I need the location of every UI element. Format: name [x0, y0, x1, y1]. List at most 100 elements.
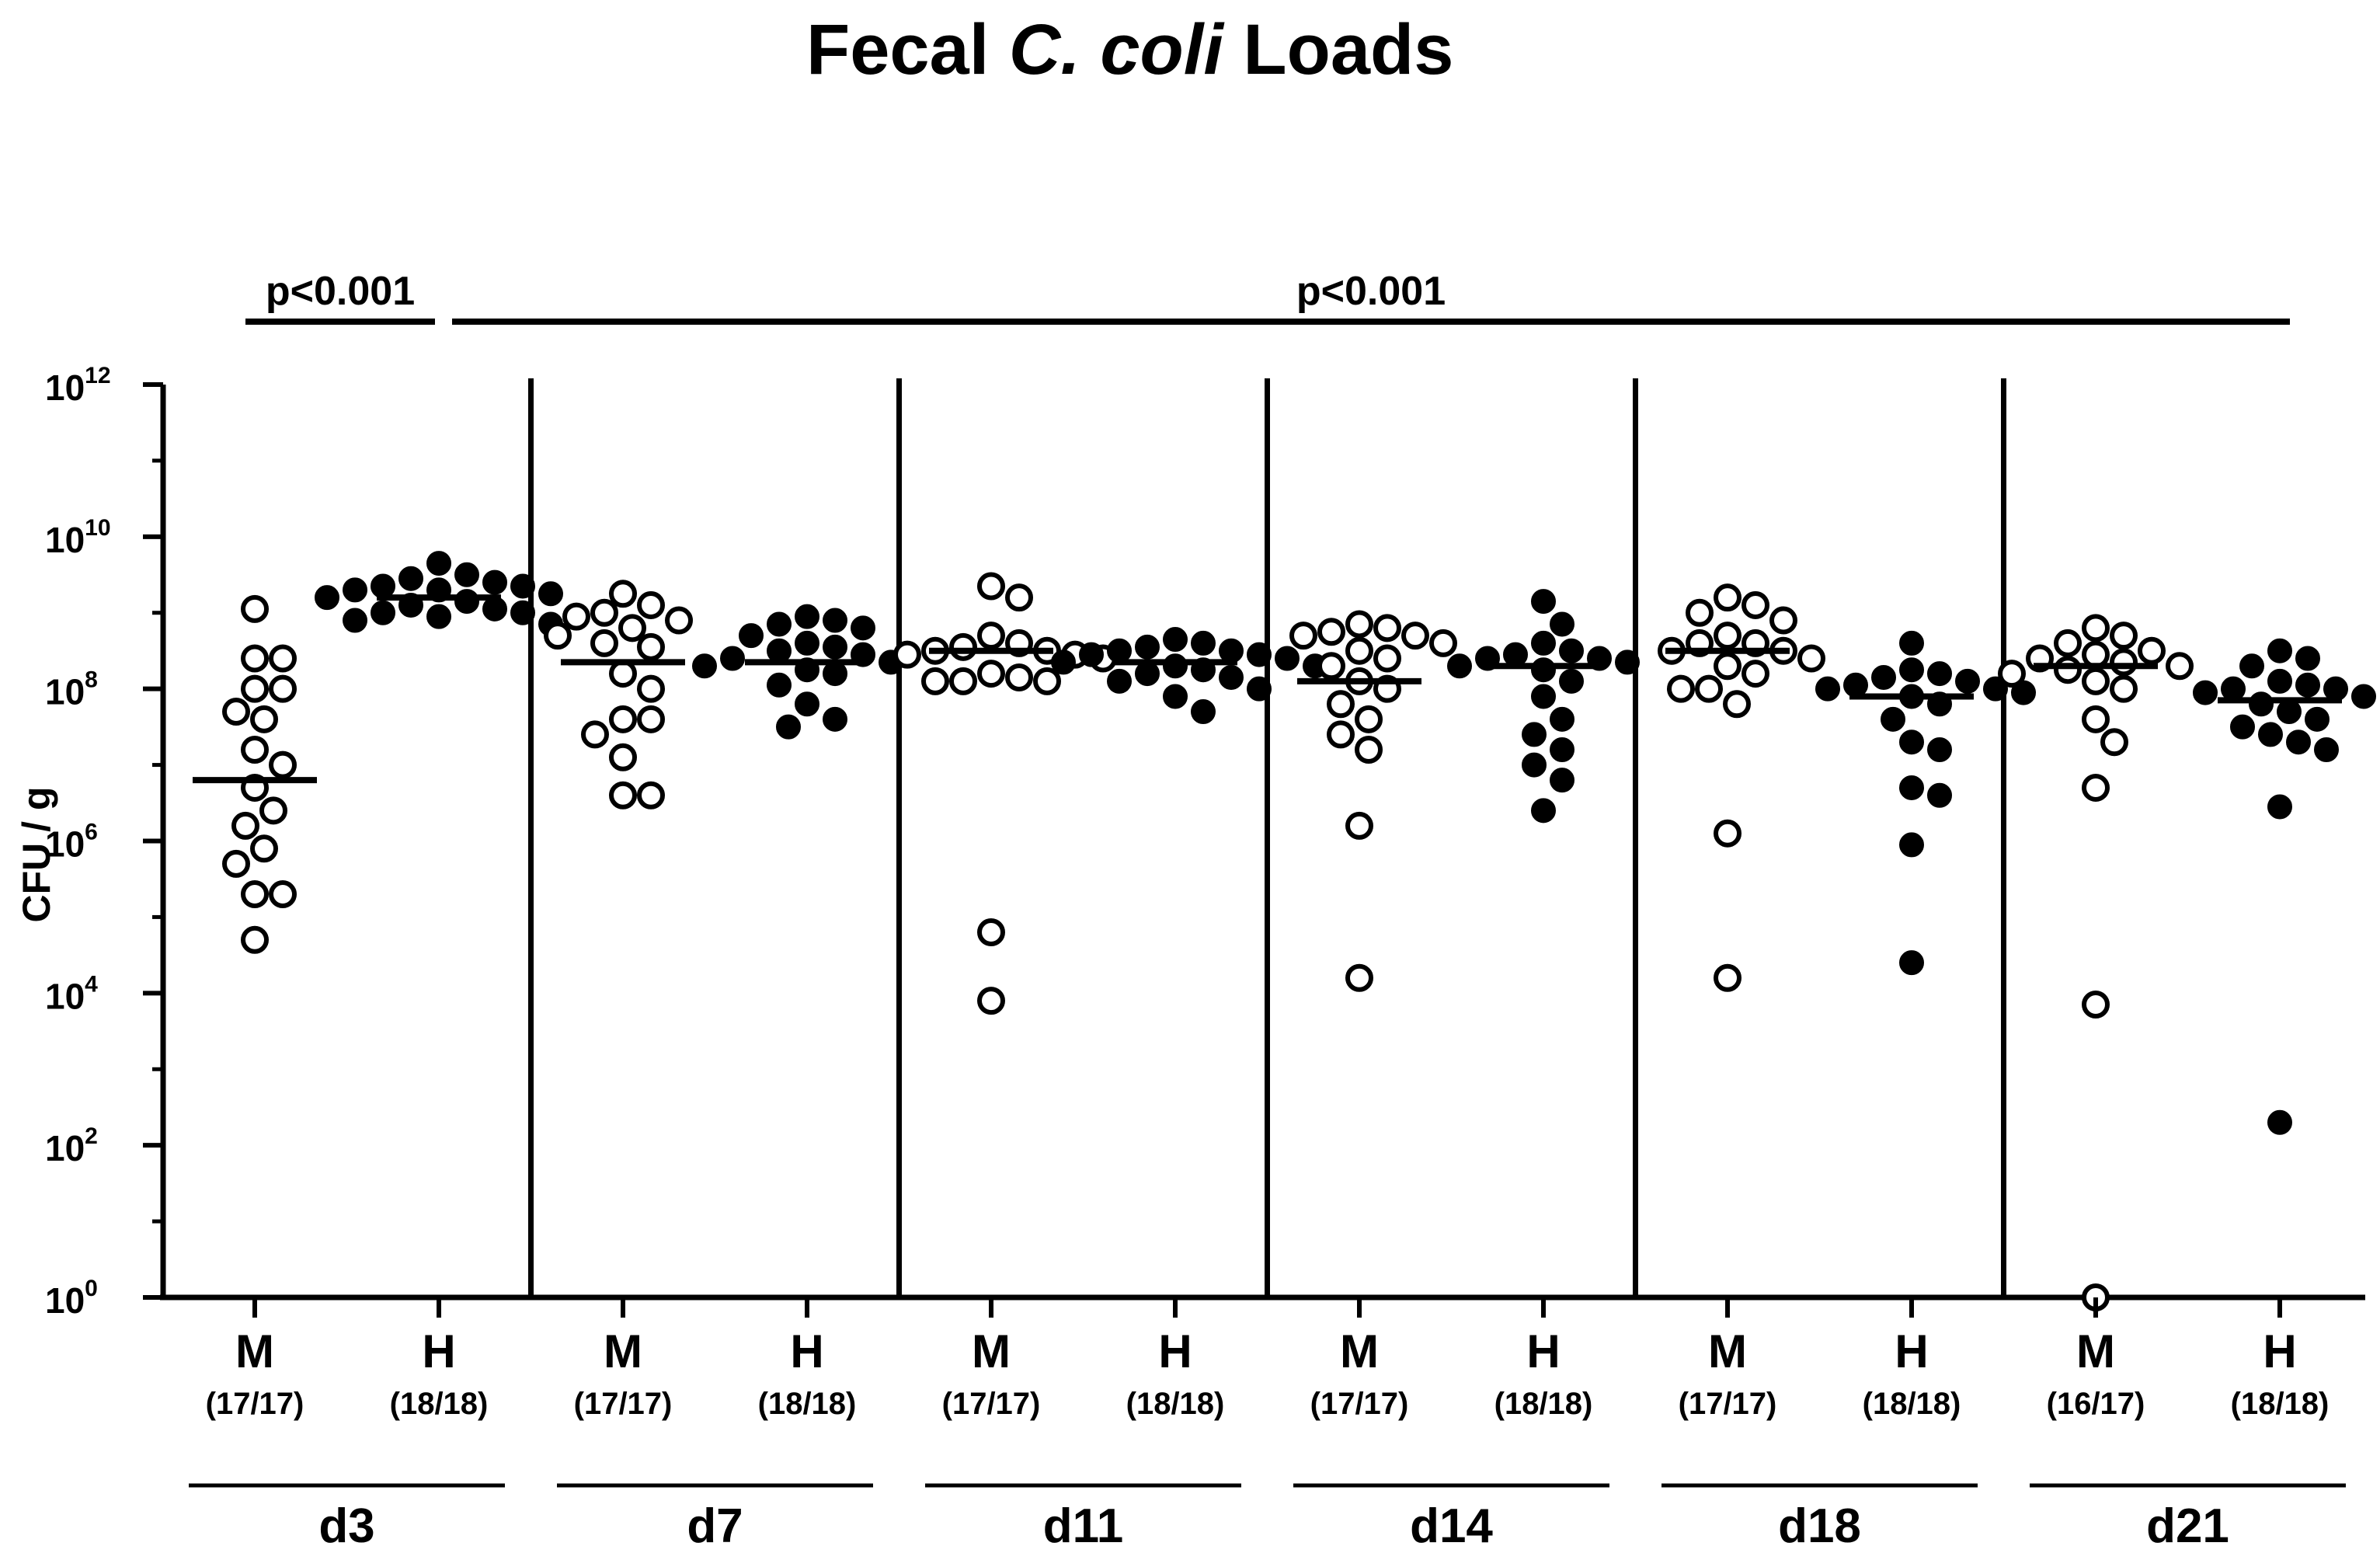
- group-label: M: [604, 1325, 642, 1377]
- group-count: (18/18): [1494, 1387, 1593, 1421]
- data-point-filled: [767, 672, 792, 698]
- data-point-open: [222, 698, 250, 726]
- data-point-open: [977, 572, 1005, 601]
- data-point-open: [250, 705, 278, 733]
- data-point-open: [1289, 622, 1317, 650]
- data-point-filled: [1219, 638, 1244, 663]
- data-point-filled: [1447, 653, 1472, 679]
- data-point-open: [1742, 660, 1769, 688]
- day-label: d21: [2146, 1499, 2229, 1553]
- data-point-open: [893, 640, 921, 669]
- data-point-open: [544, 622, 572, 650]
- y-tick-exponent: 0: [85, 1276, 98, 1301]
- data-point-open: [637, 705, 665, 733]
- data-point-open: [618, 614, 646, 642]
- y-tick-base: 10: [45, 520, 85, 560]
- p-value-label: p<0.001: [1296, 269, 1446, 314]
- data-point-filled: [767, 611, 792, 637]
- data-point-open: [1769, 606, 1797, 635]
- data-point-open: [2082, 640, 2110, 669]
- data-point-open: [1345, 811, 1373, 840]
- data-point-filled: [1107, 638, 1132, 663]
- data-point-filled: [1899, 657, 1924, 683]
- data-point-open: [977, 918, 1005, 946]
- data-point-filled: [1550, 768, 1574, 793]
- x-labels: M (17/17) H (18/18) M (17/17) H (18/18) M (17/17)…: [189, 1297, 2346, 1553]
- data-point-open: [1345, 963, 1373, 992]
- data-point-filled: [454, 589, 479, 615]
- y-tick-label: 1010: [45, 515, 111, 560]
- data-point-open: [2082, 991, 2110, 1019]
- y-tick-exponent: 10: [85, 515, 110, 541]
- data-point-filled: [2267, 638, 2292, 663]
- data-point-filled: [1107, 668, 1132, 694]
- data-point-filled: [1899, 775, 1924, 800]
- data-point-filled: [371, 573, 395, 599]
- data-point-open: [1714, 963, 1742, 992]
- data-point-filled: [2267, 668, 2292, 694]
- data-point-open: [2082, 705, 2110, 733]
- data-point-filled: [2286, 730, 2311, 755]
- data-point-filled: [1522, 752, 1547, 778]
- data-point-filled: [1191, 630, 1216, 656]
- data-point-open: [1686, 598, 1714, 627]
- data-point-open: [609, 781, 637, 810]
- data-point-open: [1797, 644, 1825, 673]
- data-point-open: [1373, 614, 1401, 642]
- data-point-filled: [823, 661, 847, 687]
- y-tick-base: 10: [45, 1280, 85, 1321]
- data-point-filled: [1927, 737, 1952, 762]
- data-point-open: [1742, 590, 1769, 619]
- p-value-annotations: p<0.001 p<0.001: [245, 269, 2290, 325]
- y-tick-exponent: 4: [85, 971, 98, 997]
- data-point-open: [1723, 690, 1751, 719]
- data-point-filled: [1899, 630, 1924, 656]
- group-count: (17/17): [1310, 1387, 1409, 1421]
- day-separators: [528, 378, 2006, 1297]
- data-point-filled: [2267, 794, 2292, 820]
- data-point-filled: [1247, 676, 1272, 702]
- data-point-filled: [2249, 691, 2274, 717]
- data-point-open: [269, 880, 297, 909]
- data-point-open: [977, 622, 1005, 650]
- data-point-filled: [315, 585, 339, 611]
- data-point-filled: [2277, 699, 2302, 725]
- group-label: M: [1340, 1325, 1379, 1377]
- data-point-open: [269, 644, 297, 673]
- data-point-filled: [2258, 722, 2283, 747]
- data-point-open: [977, 987, 1005, 1015]
- group-count: (18/18): [390, 1387, 489, 1421]
- data-point-filled: [1163, 684, 1188, 709]
- data-point-open: [1714, 622, 1742, 650]
- data-point-filled: [795, 691, 819, 717]
- y-tick-label: 102: [45, 1123, 98, 1168]
- data-point-open: [1345, 610, 1373, 639]
- data-point-filled: [851, 615, 875, 641]
- group-count: (17/17): [942, 1387, 1041, 1421]
- data-point-open: [2082, 667, 2110, 695]
- data-point-filled: [538, 581, 563, 607]
- data-point-filled: [2239, 653, 2264, 679]
- data-point-open: [1667, 674, 1695, 703]
- data-point-open: [231, 811, 259, 840]
- data-point-filled: [482, 569, 507, 595]
- data-point-open: [637, 781, 665, 810]
- data-point-filled: [426, 551, 451, 576]
- data-point-open: [949, 667, 977, 695]
- data-point-filled: [2323, 676, 2348, 702]
- data-point-filled: [2295, 646, 2320, 671]
- data-point-open: [269, 674, 297, 703]
- y-tick-label: 104: [45, 971, 98, 1016]
- y-tick-label: 108: [45, 667, 98, 712]
- data-point-open: [590, 629, 618, 657]
- y-tick-exponent: 12: [85, 363, 110, 388]
- day-label: d7: [687, 1499, 743, 1553]
- data-point-open: [2110, 648, 2138, 677]
- data-point-filled: [1503, 642, 1528, 667]
- data-point-filled: [2221, 676, 2246, 702]
- y-tick-exponent: 2: [85, 1123, 98, 1149]
- data-point-filled: [1899, 950, 1924, 976]
- data-point-open: [241, 594, 269, 623]
- data-point-filled: [426, 604, 451, 629]
